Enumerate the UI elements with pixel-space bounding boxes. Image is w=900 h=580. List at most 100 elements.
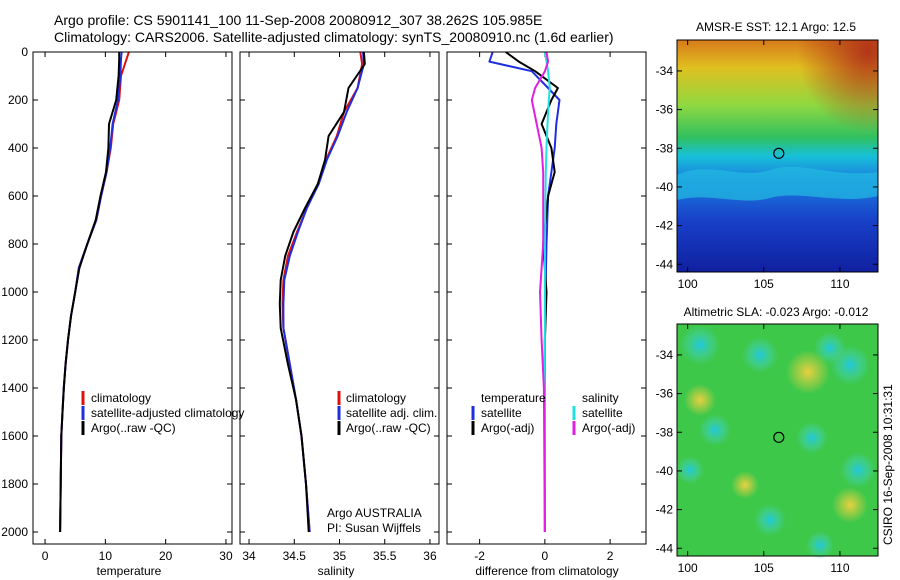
x-tick-label: 35.5 xyxy=(373,549,397,563)
x-tick-label: 0 xyxy=(42,549,49,563)
sla-low-anomaly xyxy=(754,504,786,536)
sla-low-anomaly xyxy=(680,325,720,365)
legend-label-temp-satellite: satellite xyxy=(481,406,522,420)
sst-warm-patch xyxy=(677,40,878,272)
temperature-legend: climatology satellite-adjusted climatolo… xyxy=(81,391,244,435)
y-tick-label: 400 xyxy=(8,141,28,155)
salinity-xlabel: salinity xyxy=(318,564,355,578)
sla-map-frame xyxy=(676,323,879,557)
legend-heading-salinity: salinity xyxy=(582,391,619,405)
y-tick-label: 1800 xyxy=(1,477,28,491)
x-tick-label: 34 xyxy=(242,549,256,563)
sla-low-anomaly xyxy=(699,414,731,446)
legend-label-satellite: satellite adj. clim. xyxy=(346,406,437,420)
y-tick-label: -36 xyxy=(656,387,674,401)
sla-map-title: Altimetric SLA: -0.023 Argo: -0.012 xyxy=(684,305,869,319)
temperature-panel: 0 10 20 30 0 200 400 600 800 1000 1200 1400 1600 1800… xyxy=(1,45,244,578)
sst-front-band xyxy=(677,166,878,201)
y-tick-label: 1000 xyxy=(1,285,28,299)
sla-low-anomaly xyxy=(742,337,778,373)
sla-low-anomaly xyxy=(796,422,828,454)
x-tick-label: 100 xyxy=(678,561,698,575)
x-tick-label: 20 xyxy=(159,549,173,563)
series-line-argo-raw-qc xyxy=(278,51,366,533)
legend-label-satellite: satellite-adjusted climatology xyxy=(91,406,244,420)
legend-label-climatology: climatology xyxy=(346,391,406,405)
series-line-temperature-satellite xyxy=(488,51,561,532)
x-tick-label: 105 xyxy=(754,277,774,291)
salinity-axes-frame xyxy=(239,51,440,545)
x-tick-label: 0 xyxy=(542,549,549,563)
sla-high-anomaly xyxy=(832,487,868,523)
y-tick-label: 2000 xyxy=(1,525,28,539)
x-tick-label: 110 xyxy=(830,277,849,291)
series-line-satellite-adj-clim xyxy=(282,51,365,533)
sst-heatmap xyxy=(677,40,878,272)
difference-axes-frame xyxy=(446,51,647,545)
series-line-satellite-adjusted-climatology xyxy=(59,51,123,533)
series-line-climatology xyxy=(281,51,364,533)
y-tick-label: 1200 xyxy=(1,333,28,347)
figure-title-line-2: Climatology: CARS2006. Satellite-adjuste… xyxy=(54,29,614,45)
x-tick-label: 105 xyxy=(754,561,774,575)
y-tick-label: 800 xyxy=(8,237,28,251)
institution-label: Argo AUSTRALIA xyxy=(327,506,422,520)
temperature-xlabel: temperature xyxy=(97,564,162,578)
sla-low-anomaly xyxy=(676,456,704,484)
legend-label-temp-argo: Argo(-adj) xyxy=(481,421,534,435)
float-position-marker xyxy=(773,431,785,443)
y-tick-label: -36 xyxy=(656,103,674,117)
x-tick-label: 110 xyxy=(830,561,849,575)
y-tick-label: -38 xyxy=(656,141,674,155)
y-tick-label: 0 xyxy=(21,45,28,59)
sla-map-panel: Altimetric SLA: -0.023 Argo: -0.012 100 1… xyxy=(656,305,879,575)
x-tick-label: 100 xyxy=(678,277,698,291)
temperature-axes-frame xyxy=(32,51,233,545)
y-tick-label: -44 xyxy=(656,257,674,271)
sla-low-anomaly xyxy=(806,531,834,559)
x-tick-label: 10 xyxy=(99,549,113,563)
series-line-temperature-argo-adj xyxy=(505,51,559,532)
legend-label-sal-argo: Argo(-adj) xyxy=(582,421,635,435)
y-tick-label: -42 xyxy=(656,503,674,517)
x-tick-label: 35 xyxy=(333,549,347,563)
sst-map-panel: AMSR-E SST: 12.1 Argo: 12.5 100 105 110 -34… xyxy=(656,20,879,291)
sla-high-anomaly xyxy=(684,384,716,416)
y-tick-label: -40 xyxy=(656,180,674,194)
legend-label-argo: Argo(..raw -QC) xyxy=(91,421,176,435)
difference-legend: temperature satellite Argo(-adj) salinit… xyxy=(471,391,635,435)
salinity-panel: 34 34.5 35 35.5 36 salinity climatology sate… xyxy=(239,51,440,578)
legend-label-climatology: climatology xyxy=(91,391,151,405)
x-tick-label: 36 xyxy=(423,549,437,563)
legend-label-argo: Argo(..raw -QC) xyxy=(346,421,431,435)
x-tick-label: 2 xyxy=(607,549,614,563)
y-tick-label: 1400 xyxy=(1,381,28,395)
sst-map-title: AMSR-E SST: 12.1 Argo: 12.5 xyxy=(696,20,856,34)
x-tick-label: 30 xyxy=(219,549,233,563)
sla-heatmap xyxy=(676,324,878,559)
pi-label: PI: Susan Wijffels xyxy=(327,521,421,535)
timestamp-side-label: CSIRO 16-Sep-2008 10:31:31 xyxy=(881,384,895,545)
sla-high-anomaly xyxy=(786,350,830,394)
sla-low-anomaly xyxy=(830,345,870,385)
y-tick-label: 600 xyxy=(8,189,28,203)
series-line-salinity-argo-adj xyxy=(530,51,550,533)
y-tick-label: -44 xyxy=(656,541,674,555)
difference-panel: -2 0 2 difference from climatology tempera… xyxy=(446,51,647,578)
sla-low-anomaly xyxy=(840,452,876,488)
series-line-argo-raw-qc xyxy=(59,52,121,533)
legend-heading-temperature: temperature xyxy=(481,391,546,405)
figure-title-line-1: Argo profile: CS 5901141_100 11-Sep-2008… xyxy=(54,12,542,28)
difference-xlabel: difference from climatology xyxy=(475,564,618,578)
y-tick-label: -38 xyxy=(656,425,674,439)
series-line-climatology xyxy=(59,51,130,533)
y-tick-label: 200 xyxy=(8,93,28,107)
y-tick-label: -34 xyxy=(656,348,674,362)
x-tick-label: 34.5 xyxy=(283,549,307,563)
sla-high-anomaly xyxy=(731,471,759,499)
y-tick-label: -34 xyxy=(656,64,674,78)
legend-label-sal-satellite: satellite xyxy=(582,406,623,420)
x-tick-label: -2 xyxy=(474,549,485,563)
y-tick-label: 1600 xyxy=(1,429,28,443)
